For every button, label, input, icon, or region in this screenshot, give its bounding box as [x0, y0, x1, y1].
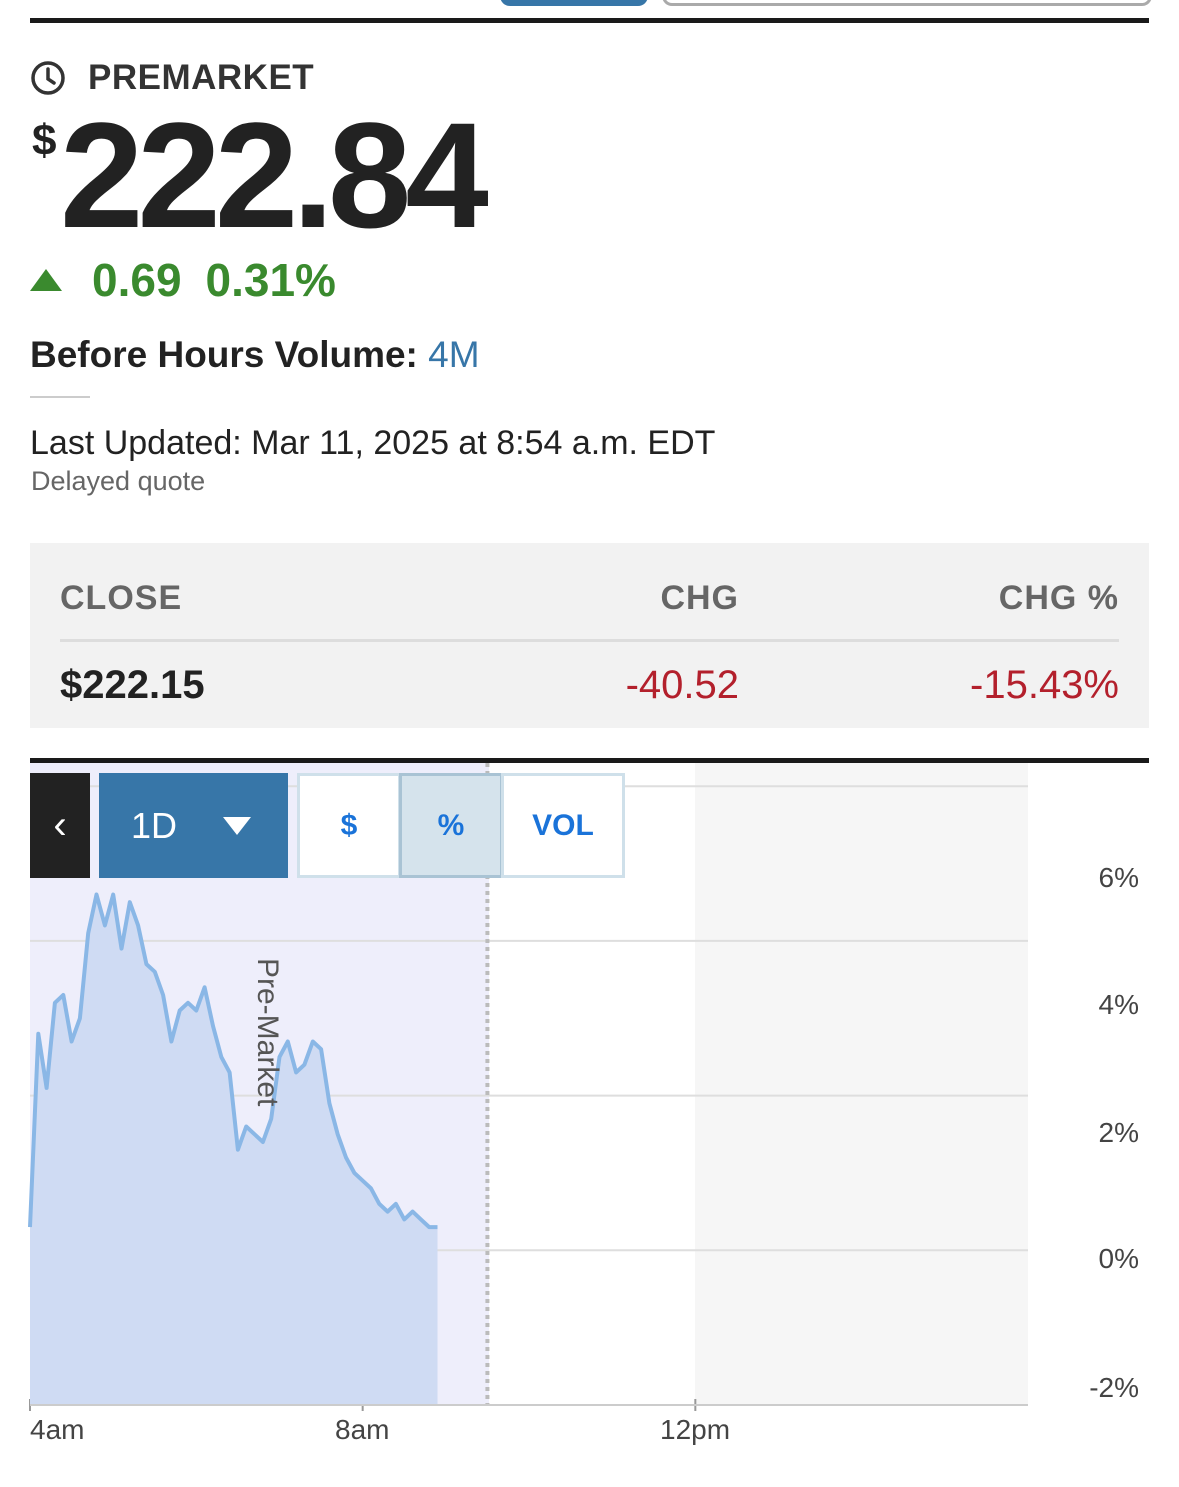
chg-header: CHG: [660, 579, 739, 617]
divider: [30, 396, 90, 398]
range-dropdown[interactable]: 1D: [99, 773, 288, 878]
chevron-left-icon: ‹: [53, 803, 67, 847]
premarket-label: Pre-Market: [251, 958, 284, 1107]
volume-label: Before Hours Volume:: [30, 334, 418, 375]
session-label: PREMARKET: [88, 58, 315, 97]
y-tick-label: 6%: [1098, 862, 1139, 893]
afterhours-region: [695, 763, 1028, 1405]
chg-pct-header: CHG %: [998, 579, 1119, 617]
triangle-up-icon: [30, 269, 62, 291]
close-value: $222.15: [60, 663, 205, 707]
currency-symbol: $: [32, 116, 57, 165]
y-tick-label: 0%: [1098, 1243, 1139, 1274]
price-line: [28, 892, 438, 1230]
last-price: 222.84: [60, 91, 489, 259]
section-divider: [30, 18, 1149, 23]
volume-row: Before Hours Volume: 4M: [30, 334, 480, 376]
chart-divider: [30, 758, 1149, 763]
y-tick-label: 4%: [1098, 989, 1139, 1020]
chg-pct-value: -15.43%: [970, 663, 1119, 707]
x-tick-label: 12pm: [660, 1414, 731, 1445]
price-change-row: 0.69 0.31%: [30, 252, 336, 308]
chart-back-button[interactable]: ‹: [30, 773, 90, 878]
toggle-dollar[interactable]: $: [297, 773, 401, 878]
range-label: 1D: [131, 804, 178, 846]
x-tick-label: 8am: [335, 1414, 390, 1445]
price-change-percent: 0.31%: [205, 254, 336, 306]
close-table: CLOSE CHG CHG % $222.15 -40.52 -15.43%: [30, 543, 1149, 728]
table-divider: [60, 639, 1119, 642]
session-header: PREMARKET: [30, 56, 314, 100]
toggle-volume[interactable]: VOL: [501, 773, 625, 878]
clock-icon: [31, 61, 65, 95]
price-change: 0.69: [92, 254, 182, 306]
volume-value: 4M: [428, 334, 480, 375]
price-area-fill: [30, 894, 438, 1405]
toggle-percent[interactable]: %: [399, 773, 503, 878]
last-updated: Last Updated: Mar 11, 2025 at 8:54 a.m. …: [30, 424, 716, 462]
chg-value: -40.52: [625, 663, 739, 707]
y-tick-label: 2%: [1098, 1117, 1139, 1148]
delayed-quote-note: Delayed quote: [31, 466, 206, 496]
x-tick-label: 4am: [30, 1414, 85, 1445]
close-header: CLOSE: [60, 579, 183, 617]
caret-down-icon: [223, 816, 252, 835]
y-tick-label: -2%: [1089, 1372, 1139, 1403]
